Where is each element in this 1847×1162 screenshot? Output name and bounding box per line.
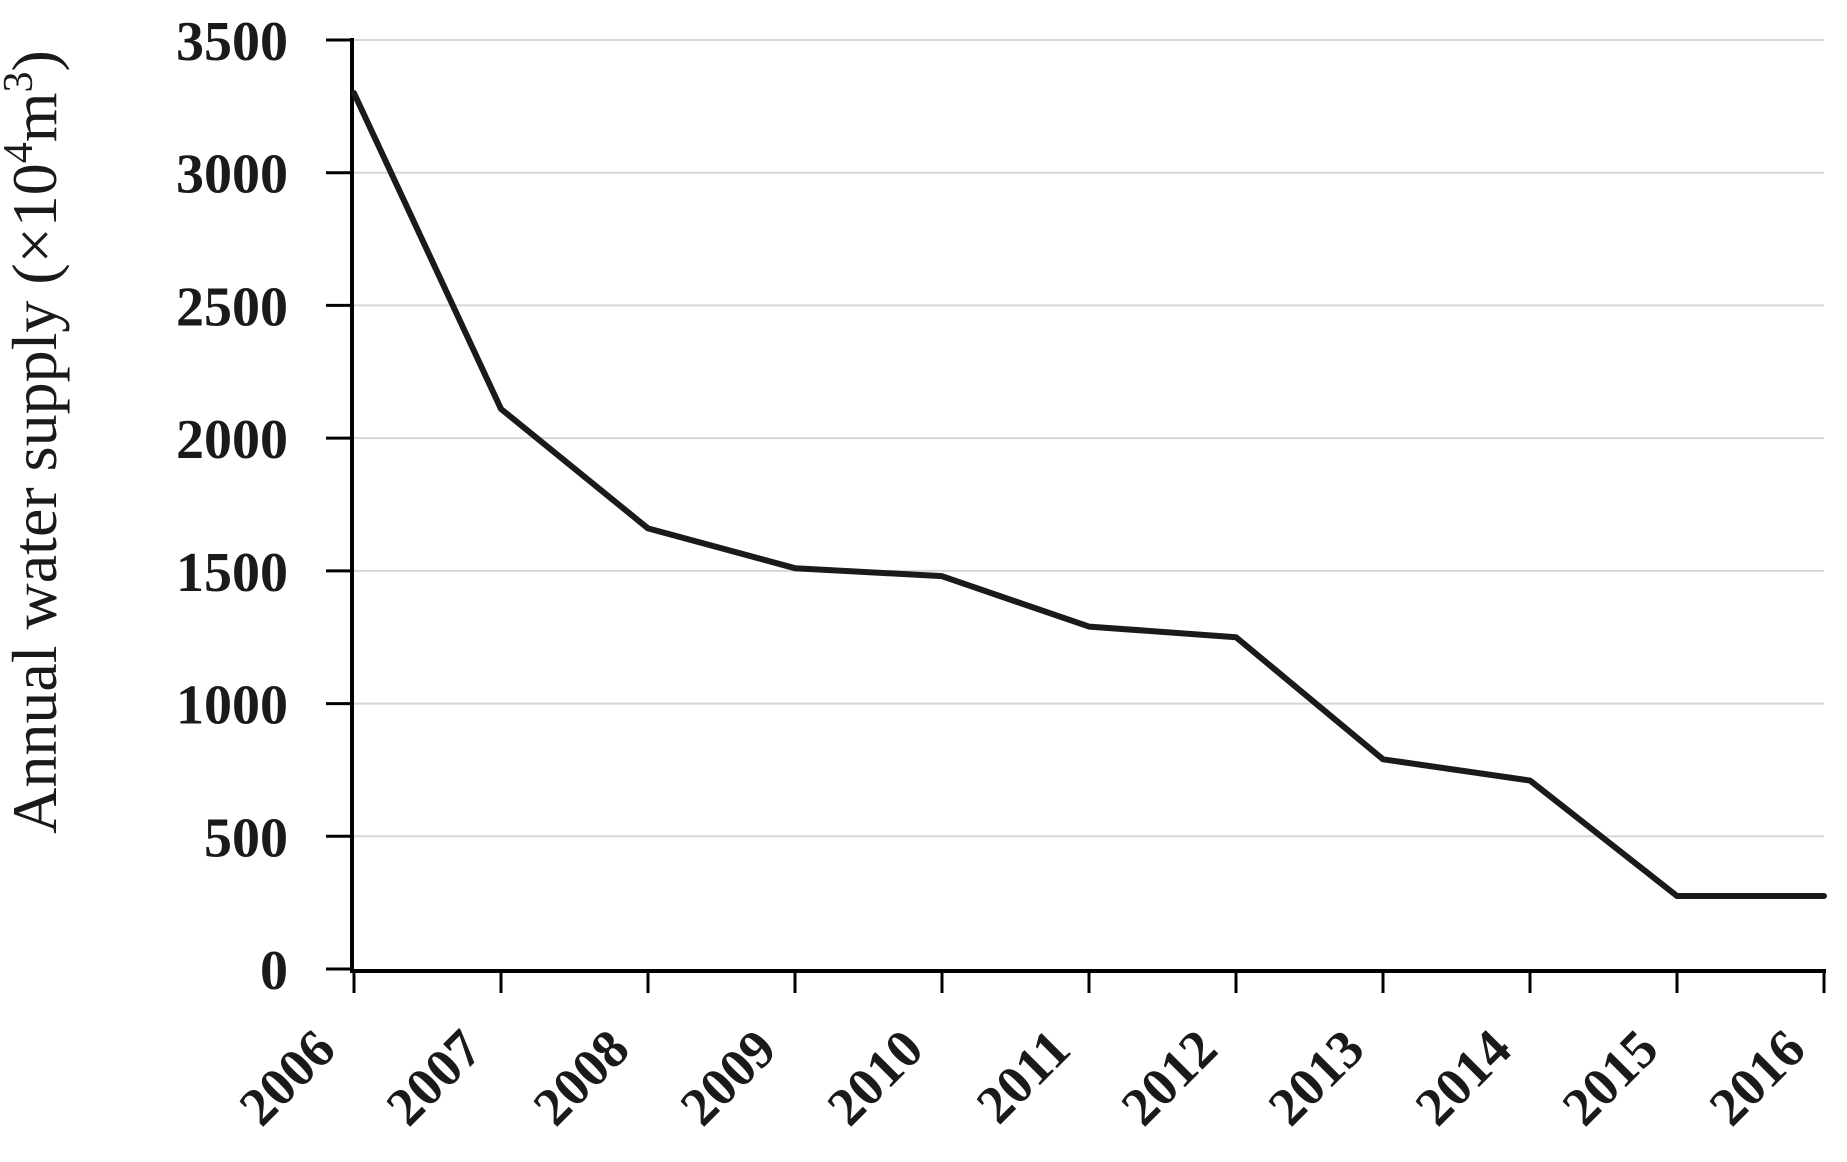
x-tick-label: 2015 xyxy=(1551,1018,1670,1137)
data-line-annual-water-supply xyxy=(351,90,1827,900)
y-axis-title: Annual water supply (×104m3) xyxy=(0,50,70,834)
y-tick-label: 3000 xyxy=(176,144,288,206)
x-tick-label: 2007 xyxy=(375,1018,494,1137)
y-axis-title-text: m xyxy=(0,92,70,142)
x-tick-label: 2008 xyxy=(522,1018,641,1137)
x-tick-label: 2010 xyxy=(816,1018,935,1137)
y-tick-label: 1500 xyxy=(176,542,288,604)
y-tick-label: 500 xyxy=(204,807,288,869)
y-axis-title-superscript: 4 xyxy=(0,142,42,163)
y-tick-label: 1000 xyxy=(176,675,288,737)
x-tick-label: 2014 xyxy=(1404,1018,1523,1137)
y-tick-label: 2500 xyxy=(176,276,288,338)
x-tick-label: 2013 xyxy=(1257,1018,1376,1137)
y-axis-title-text: Annual water supply (×10 xyxy=(0,163,70,834)
x-tick-label: 2011 xyxy=(965,1018,1082,1135)
x-tick-label: 2016 xyxy=(1698,1018,1817,1137)
y-tick-label: 0 xyxy=(260,940,288,1002)
y-axis-title-superscript: 3 xyxy=(0,71,42,92)
x-tick-label: 2006 xyxy=(228,1018,347,1137)
y-axis-title-text: ) xyxy=(0,50,70,71)
x-tick-label: 2009 xyxy=(669,1018,788,1137)
x-tick-label: 2012 xyxy=(1110,1018,1229,1137)
y-tick-label: 3500 xyxy=(176,11,288,73)
y-tick-label: 2000 xyxy=(176,409,288,471)
